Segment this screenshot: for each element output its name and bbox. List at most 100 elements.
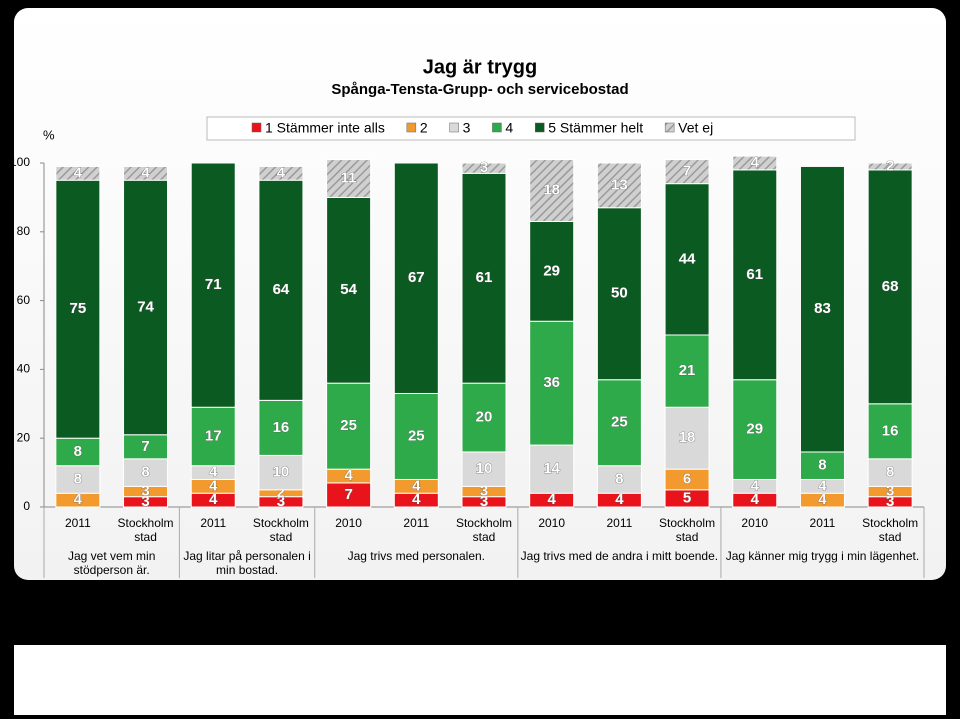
bar-segment: [123, 434, 169, 460]
data-label: 25: [340, 417, 357, 434]
data-label: 64: [273, 281, 290, 298]
bar-segment: [529, 220, 575, 322]
x-tick-label: Stockholm stad: [252, 516, 309, 544]
legend-box: [206, 116, 856, 141]
data-label: 8: [615, 470, 623, 487]
group-label: Jag litar på personalen i min bostad.: [183, 549, 311, 577]
x-tick-label: 2011: [200, 516, 227, 530]
data-label: 4: [412, 477, 421, 494]
data-label: 11: [341, 169, 357, 186]
chart-title: Jag är trygg: [423, 56, 537, 78]
bar-segment: [732, 169, 778, 381]
legend-swatch: [664, 122, 675, 133]
bar-segment: [732, 379, 778, 480]
data-label: 8: [886, 464, 894, 481]
data-label: 4: [74, 491, 83, 508]
footer-strip: [14, 645, 946, 715]
bar-segment: [326, 196, 372, 384]
bar-segment: [461, 172, 507, 384]
data-label: 25: [611, 414, 628, 431]
y-tick-label: 20: [17, 430, 31, 444]
data-label: 4: [74, 164, 83, 181]
data-label: 17: [205, 427, 222, 444]
y-tick-label: 40: [17, 362, 31, 376]
bar-segment: [664, 183, 710, 336]
data-label: 7: [344, 486, 352, 503]
x-tick-label: Stockholm stad: [862, 516, 919, 544]
x-tick-label: 2010: [335, 516, 362, 530]
chart-subtitle: Spånga-Tensta-Grupp- och servicebostad: [331, 81, 628, 98]
data-label: 18: [543, 181, 560, 198]
data-label: 5: [683, 489, 691, 506]
bar-segment: [867, 169, 913, 405]
data-label: 3: [480, 159, 488, 176]
data-label: 16: [882, 422, 899, 439]
data-label: 16: [273, 419, 290, 436]
group-label: Jag känner mig trygg i min lägenhet.: [725, 549, 920, 563]
x-tick-label: 2010: [741, 516, 769, 530]
bar-segment: [258, 165, 304, 181]
x-tick-label: Stockholm stad: [117, 516, 174, 544]
y-axis-label: %: [43, 127, 55, 142]
data-label: 54: [340, 281, 357, 298]
bar-segment: [258, 179, 304, 401]
bar-segment: [664, 159, 710, 185]
bar-segment: [123, 179, 169, 436]
data-label: 3: [480, 493, 488, 510]
x-tick-label: Stockholm stad: [455, 516, 512, 544]
bar-segment: [461, 451, 507, 487]
bar-segment: [258, 454, 304, 491]
data-label: 3: [277, 493, 285, 510]
bar-segment: [867, 403, 913, 460]
data-label: 3: [480, 482, 488, 499]
legend-swatch: [449, 122, 459, 133]
data-label: 74: [137, 298, 154, 315]
x-tick-label: Stockholm stad: [659, 516, 716, 544]
x-tick-label: 2011: [606, 516, 633, 530]
data-label: 67: [408, 269, 425, 286]
data-label: 4: [209, 491, 218, 508]
data-label: 4: [277, 164, 286, 181]
data-label: 29: [543, 262, 560, 279]
data-label: 61: [476, 269, 493, 286]
bar-segment: [461, 382, 507, 453]
bar-segment: [664, 334, 710, 408]
bar-segment: [867, 162, 913, 171]
data-label: 71: [205, 276, 222, 293]
data-label: 83: [814, 300, 831, 317]
data-label: 50: [611, 285, 628, 302]
data-label: 4: [209, 477, 218, 494]
data-label: 8: [818, 457, 826, 474]
data-label: 68: [882, 278, 899, 295]
bar-segment: [326, 159, 372, 198]
bar-segment: [190, 162, 236, 408]
legend-label: 5 Stämmer helt: [548, 120, 643, 136]
data-label: 4: [209, 464, 218, 481]
x-tick-label: 2011: [64, 516, 91, 530]
bar-segment: [799, 165, 845, 453]
data-label: 3: [141, 482, 149, 499]
data-label: 10: [273, 464, 290, 481]
data-label: 8: [141, 464, 149, 481]
group-label: Jag trivs med de andra i mitt boende.: [520, 549, 719, 563]
legend-label: 2: [420, 120, 428, 136]
legend-swatch: [534, 122, 545, 133]
data-label: 18: [679, 429, 696, 446]
x-tick-label: 2011: [403, 516, 430, 530]
data-label: 4: [548, 491, 557, 508]
group-label: Jag vet vem min stödperson är.: [68, 549, 156, 577]
data-label: 4: [751, 477, 760, 494]
data-label: 61: [746, 266, 763, 283]
legend-label: 4: [505, 120, 513, 136]
data-label: 6: [683, 470, 691, 487]
data-label: 4: [344, 467, 353, 484]
data-label: 4: [615, 491, 624, 508]
legend-label: Vet ej: [678, 120, 713, 136]
bar-segment: [596, 207, 642, 381]
data-label: 7: [683, 163, 691, 180]
data-label: 44: [679, 250, 696, 267]
data-label: 10: [476, 460, 493, 477]
data-label: 75: [70, 300, 87, 317]
